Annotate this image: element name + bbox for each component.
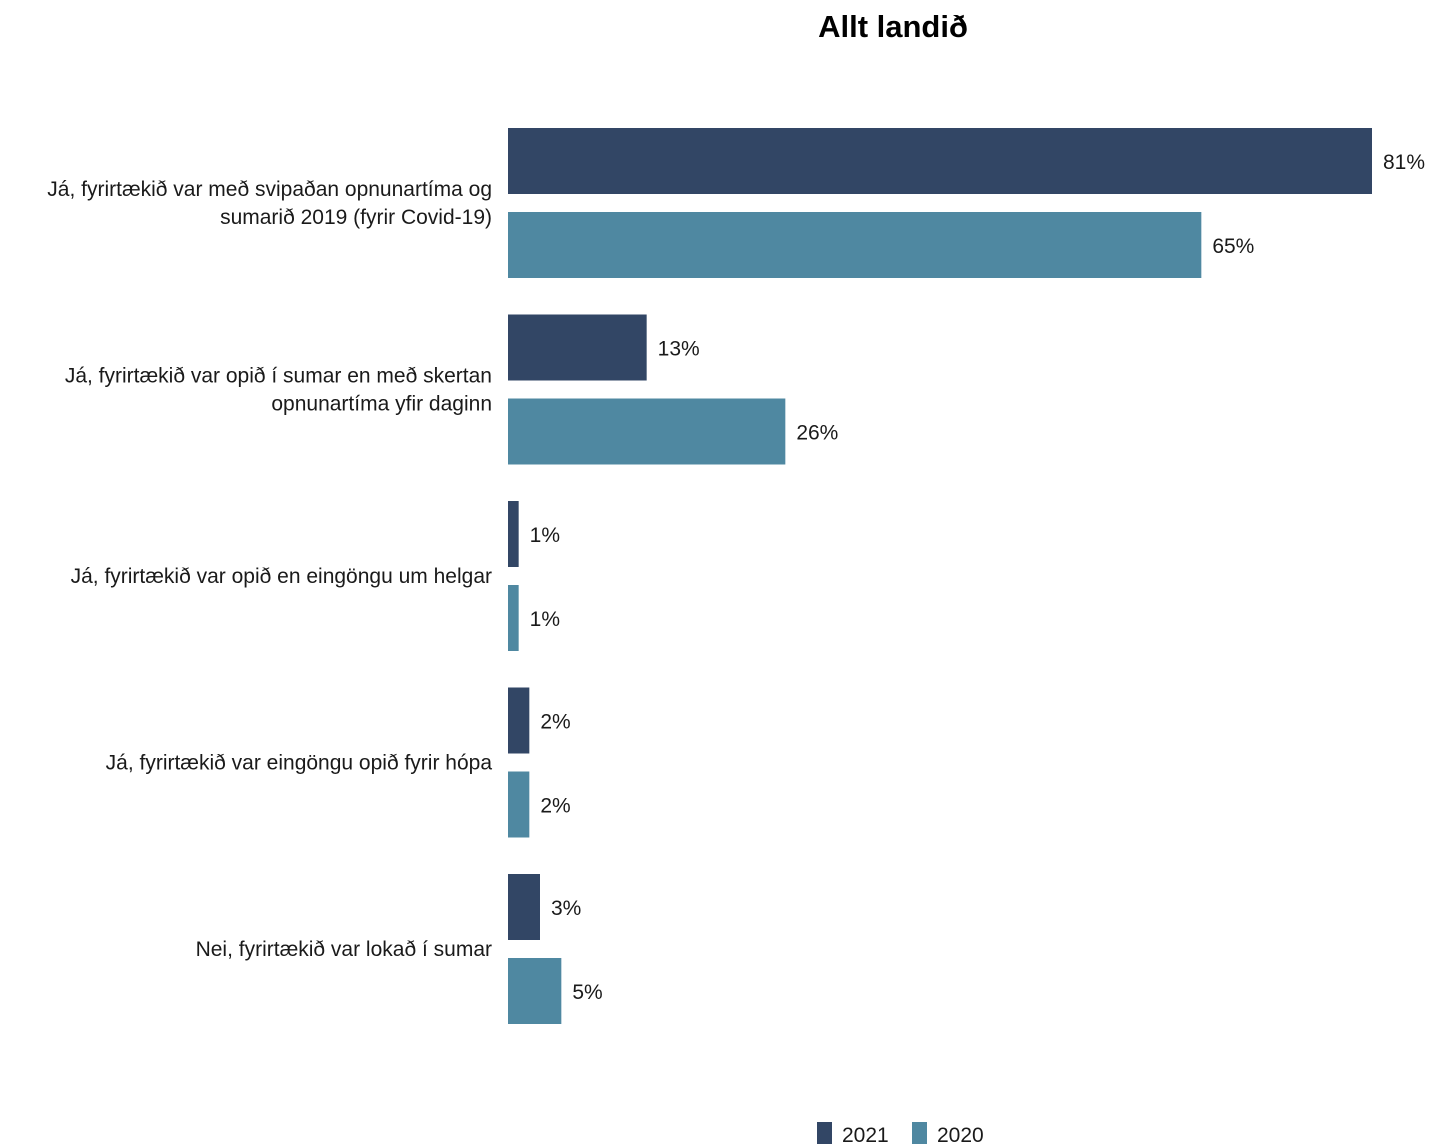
bar-2020 [508, 585, 519, 651]
data-label: 5% [572, 981, 602, 1004]
bar-2021 [508, 687, 530, 754]
data-label: 1% [530, 608, 560, 631]
bar-2021 [508, 128, 1372, 194]
data-label: 2% [540, 795, 570, 818]
category-label: Já, fyrirtækið var opið en eingöngu um h… [71, 565, 492, 588]
data-label: 13% [658, 338, 700, 361]
data-label: 1% [530, 524, 560, 547]
category-label: Já, fyrirtækið var eingöngu opið fyrir h… [106, 752, 493, 775]
category-label: Já, fyrirtækið var með svipaðan opnunart… [47, 178, 492, 201]
bar-2021 [508, 874, 540, 940]
bar-2020 [508, 212, 1202, 278]
bar-2020 [508, 398, 786, 465]
data-label: 3% [551, 897, 581, 920]
category-label: sumarið 2019 (fyrir Covid-19) [220, 206, 492, 229]
data-label: 26% [796, 422, 838, 445]
data-label: 2% [540, 711, 570, 734]
category-label: Já, fyrirtækið var opið í sumar en með s… [65, 365, 492, 388]
bars-layer: Já, fyrirtækið var með svipaðan opnunart… [47, 128, 1425, 1024]
bar-2020 [508, 771, 530, 838]
legend-label: 2021 [842, 1124, 889, 1145]
legend-label: 2020 [937, 1124, 984, 1145]
data-label: 81% [1383, 151, 1425, 174]
bar-2021 [508, 314, 647, 381]
category-label: Nei, fyrirtækið var lokað í sumar [196, 938, 492, 961]
bar-2021 [508, 501, 519, 567]
category-label: opnunartíma yfir daginn [271, 393, 492, 416]
legend-swatch [817, 1122, 832, 1144]
chart-title: Allt landið [818, 9, 968, 44]
data-label: 65% [1212, 235, 1254, 258]
legend-swatch [912, 1122, 927, 1144]
bar-2020 [508, 958, 562, 1024]
legend: 2021 2020 [817, 1122, 984, 1145]
